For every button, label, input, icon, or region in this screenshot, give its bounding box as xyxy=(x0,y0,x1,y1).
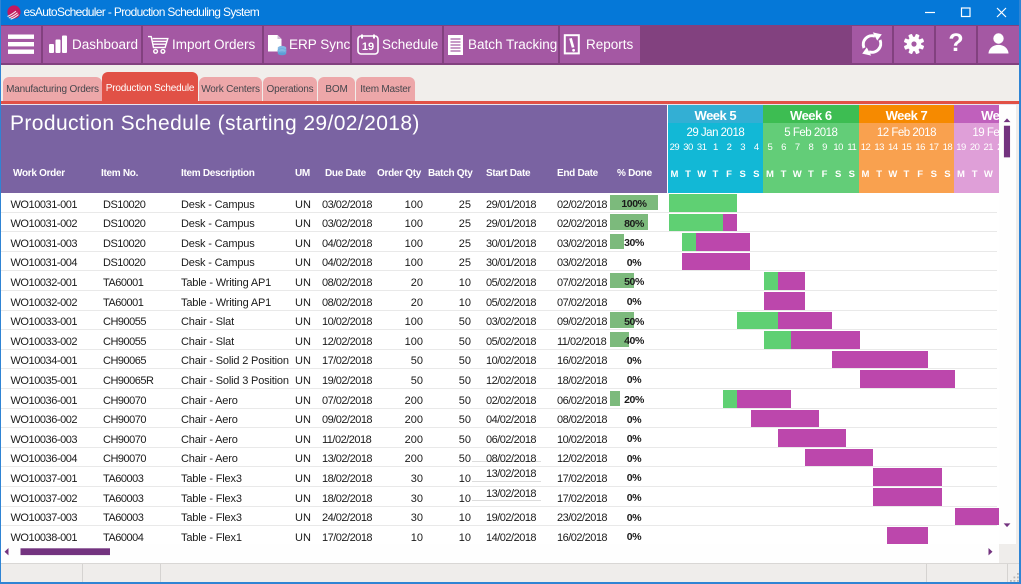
svg-text:19: 19 xyxy=(362,41,374,53)
